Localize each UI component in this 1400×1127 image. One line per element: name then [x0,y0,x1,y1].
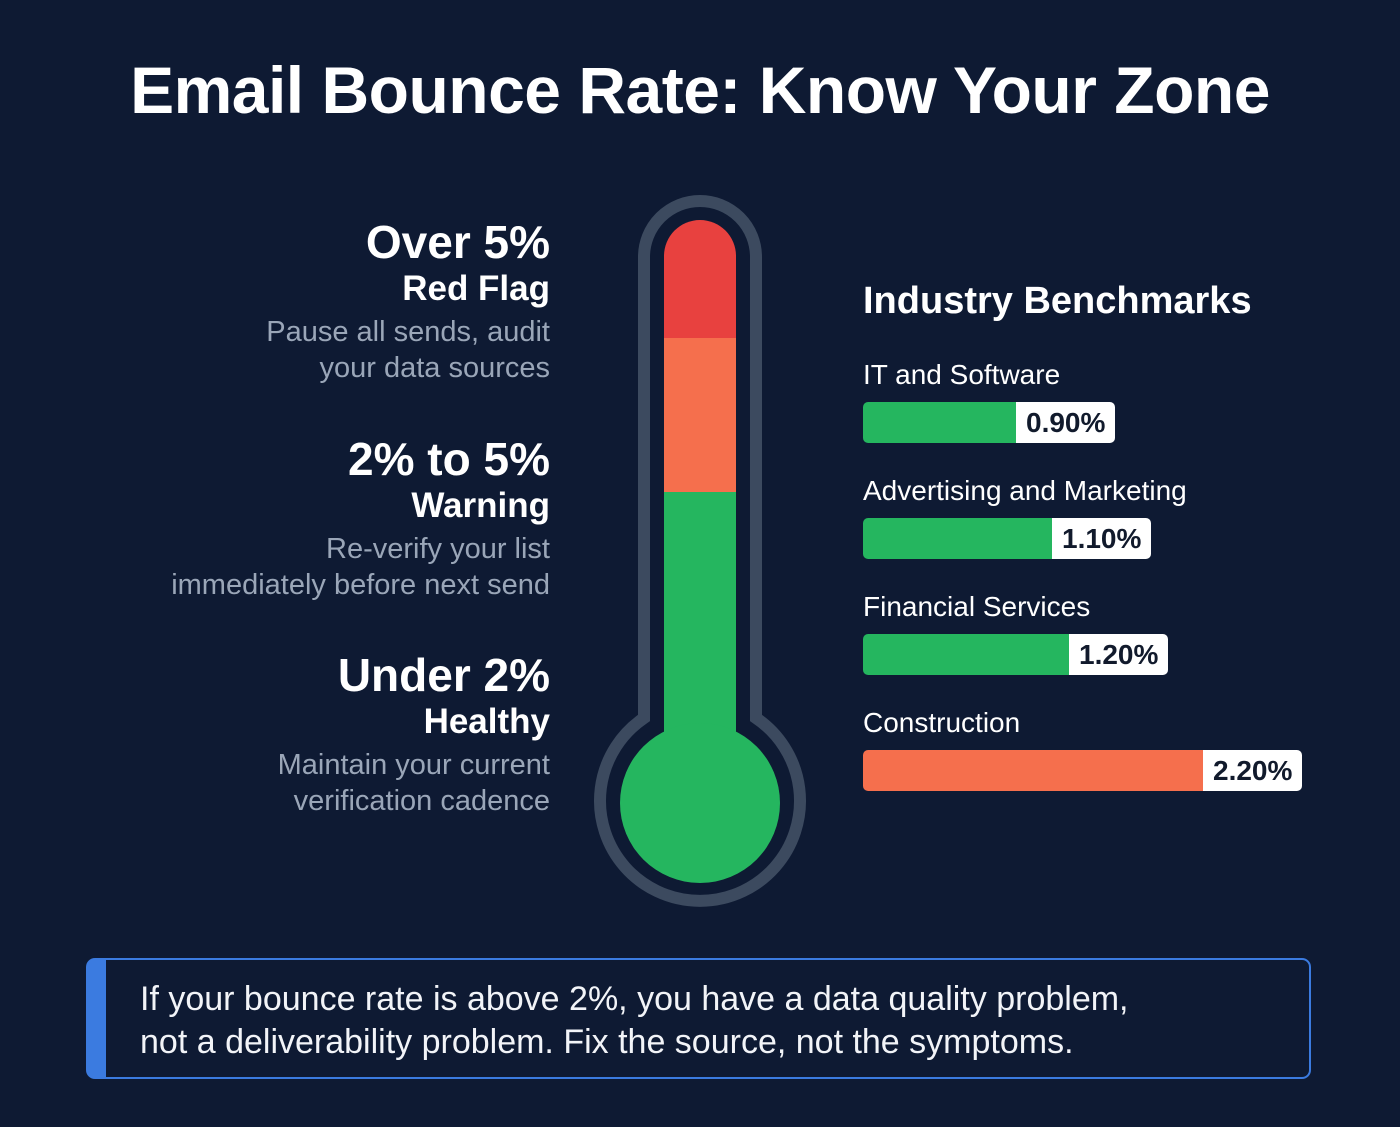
thermometer-bulb [620,723,780,883]
zone-name: Red Flag [402,269,550,308]
zone-description-line: Pause all sends, audit [266,316,550,348]
zone-description-line: Maintain your current [277,749,550,781]
thermometer-orange-segment [664,338,736,493]
page-title: Email Bounce Rate: Know Your Zone [130,53,1270,127]
benchmark-bar-fill [863,518,1052,559]
zone-description-line: immediately before next send [171,569,550,601]
benchmark-it-software: IT and Software 0.90% [863,358,1323,443]
zone-description: Maintain your current verification caden… [90,747,550,819]
benchmark-value: 0.90% [1016,402,1116,443]
thermometer-outline [594,195,806,907]
thermometer-green-segment [664,492,736,752]
callout-text: If your bounce rate is above 2%, you hav… [140,978,1290,1064]
zone-range: 2% to 5% [348,433,550,485]
benchmark-financial-services: Financial Services 1.20% [863,590,1323,675]
zone-name: Healthy [423,702,550,741]
zone-description-line: your data sources [319,352,550,384]
benchmark-label: IT and Software [863,359,1061,390]
zone-healthy: Under 2% Healthy Maintain your current v… [90,649,550,819]
benchmarks-title: Industry Benchmarks [863,280,1252,322]
zone-description: Re-verify your list immediately before n… [90,531,550,603]
zone-name: Warning [411,486,550,525]
benchmark-label: Advertising and Marketing [863,475,1187,506]
callout-line: If your bounce rate is above 2%, you hav… [140,980,1129,1018]
benchmark-value: 1.20% [1069,634,1169,675]
benchmark-advertising-marketing: Advertising and Marketing 1.10% [863,474,1323,559]
thermometer-red-segment [664,220,736,338]
benchmark-bar-fill [863,634,1069,675]
callout-line: not a deliverability problem. Fix the so… [140,1023,1074,1061]
benchmark-value: 2.20% [1203,750,1303,791]
benchmark-bar: 1.20% [863,634,1323,675]
benchmark-value: 1.10% [1052,518,1152,559]
benchmark-construction: Construction 2.20% [863,706,1323,791]
benchmark-bar: 0.90% [863,402,1323,443]
zone-description-line: verification cadence [293,785,550,817]
benchmark-label: Financial Services [863,591,1091,622]
zone-range: Over 5% [365,216,550,268]
zone-description: Pause all sends, audit your data sources [90,314,550,386]
zone-description-line: Re-verify your list [326,533,550,565]
benchmark-label: Construction [863,707,1021,738]
benchmark-bar-fill [863,750,1203,791]
callout-box: If your bounce rate is above 2%, you hav… [86,958,1311,1079]
benchmark-bar: 1.10% [863,518,1323,559]
benchmark-bar: 2.20% [863,750,1323,791]
zone-red-flag: Over 5% Red Flag Pause all sends, audit … [90,216,550,386]
benchmark-bar-fill [863,402,1016,443]
zone-range: Under 2% [337,649,550,701]
zone-warning: 2% to 5% Warning Re-verify your list imm… [90,433,550,603]
